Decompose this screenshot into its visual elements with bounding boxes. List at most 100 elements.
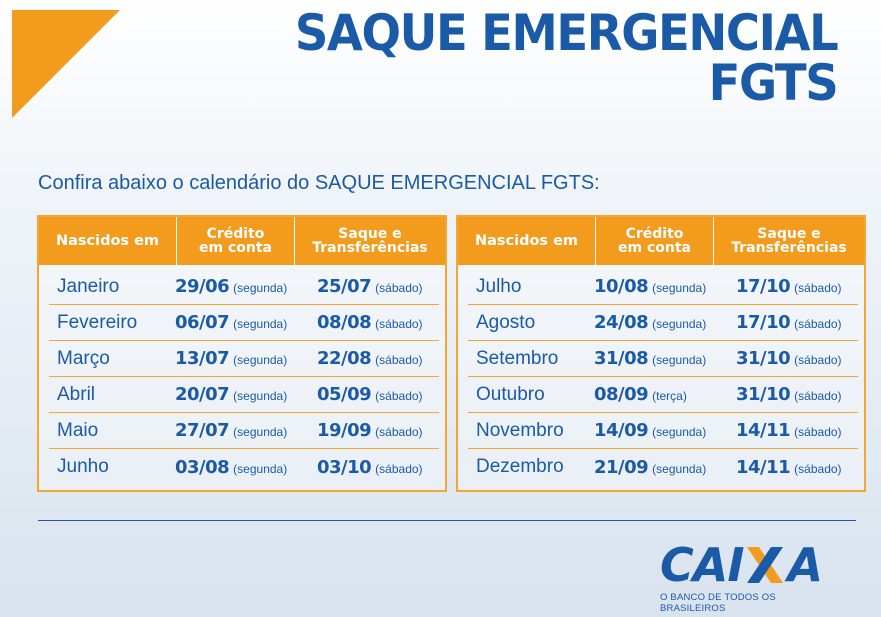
withdraw-weekday: (sábado) [375, 425, 423, 439]
table-body: Julho 10/08 (segunda) 17/10 (sábado) Agosto 24… [458, 265, 864, 485]
month-label: Outubro [476, 383, 545, 405]
page-title: SAQUE EMERGENCIAL FGTS [294, 4, 838, 108]
table-row: Março 13/07 (segunda) 22/08 (sábado) [49, 341, 439, 377]
withdraw-date: 31/10 [736, 384, 791, 405]
credit-cell: 14/09 (segunda) [594, 420, 736, 441]
credit-cell: 20/07 (segunda) [175, 384, 317, 405]
credit-weekday: (segunda) [233, 281, 288, 295]
withdraw-date: 19/09 [317, 420, 372, 441]
credit-date: 03/08 [175, 456, 230, 478]
table-header: Nascidos em Crédito em conta Saque e Tra… [458, 217, 864, 265]
subtitle: Confira abaixo o calendário do SAQUE EME… [38, 172, 600, 194]
withdraw-cell: 03/10 (sábado) [317, 457, 439, 478]
table-row: Janeiro 29/06 (segunda) 25/07 (sábado) [49, 269, 439, 305]
withdraw-weekday: (sábado) [375, 389, 423, 403]
credit-cell: 31/08 (segunda) [594, 348, 736, 369]
withdraw-cell: 17/10 (sábado) [736, 276, 858, 297]
credit-date: 24/08 [594, 312, 649, 333]
withdraw-date: 14/11 [736, 456, 791, 478]
withdraw-weekday: (sábado) [794, 389, 842, 403]
header-credit: Crédito em conta [177, 217, 295, 265]
credit-weekday: (segunda) [233, 317, 288, 331]
withdraw-cell: 14/11 (sábado) [736, 420, 858, 441]
withdraw-weekday: (sábado) [375, 317, 423, 331]
credit-date: 31/08 [594, 348, 649, 369]
credit-cell: 13/07 (segunda) [175, 348, 317, 369]
credit-cell: 21/09 (segunda) [594, 457, 736, 478]
credit-weekday: (segunda) [652, 353, 707, 367]
withdraw-cell: 14/11 (sábado) [736, 457, 858, 478]
credit-cell: 29/06 (segunda) [175, 276, 317, 297]
x-mark-icon [743, 545, 787, 585]
credit-weekday: (segunda) [233, 353, 288, 367]
month-label: Janeiro [57, 275, 120, 297]
withdraw-date: 17/10 [736, 312, 791, 333]
credit-cell: 24/08 (segunda) [594, 312, 736, 333]
table-row: Novembro 14/09 (segunda) 14/11 (sábado) [468, 413, 858, 449]
table-row: Setembro 31/08 (segunda) 31/10 (sábado) [468, 341, 858, 377]
logo-tagline: O BANCO DE TODOS OS BRASILEIROS [660, 592, 776, 614]
table-body: Janeiro 29/06 (segunda) 25/07 (sábado) Fevere… [39, 265, 445, 485]
withdraw-cell: 31/10 (sábado) [736, 384, 858, 405]
table-row: Agosto 24/08 (segunda) 17/10 (sábado) [468, 305, 858, 341]
credit-cell: 10/08 (segunda) [594, 276, 736, 297]
withdraw-cell: 31/10 (sábado) [736, 348, 858, 369]
credit-date: 08/09 [594, 384, 649, 405]
withdraw-cell: 22/08 (sábado) [317, 348, 439, 369]
withdraw-date: 22/08 [317, 348, 372, 369]
header-withdraw: Saque e Transferências [731, 226, 847, 256]
credit-weekday: (segunda) [233, 461, 288, 476]
credit-weekday: (segunda) [233, 389, 288, 403]
month-label: Julho [476, 275, 522, 297]
table-row: Junho 03/08 (segunda) 03/10 (sábado) [49, 449, 439, 485]
calendar-table-left: Nascidos em Crédito em conta Saque e Tra… [37, 215, 447, 492]
table-row: Abril 20/07 (segunda) 05/09 (sábado) [49, 377, 439, 413]
withdraw-cell: 25/07 (sábado) [317, 276, 439, 297]
caixa-logo: CAI A O BANCO DE TODOS OS BRASILEIROS [660, 540, 840, 614]
withdraw-date: 14/11 [736, 420, 791, 441]
calendar-table-right: Nascidos em Crédito em conta Saque e Tra… [456, 215, 866, 492]
month-label: Maio [57, 419, 99, 441]
header-born: Nascidos em [39, 217, 177, 265]
credit-date: 27/07 [175, 420, 230, 441]
orange-corner-triangle [12, 10, 120, 118]
credit-cell: 03/08 (segunda) [175, 457, 317, 478]
month-label: Março [57, 347, 110, 369]
table-row: Maio 27/07 (segunda) 19/09 (sábado) [49, 413, 439, 449]
title-line-1: SAQUE EMERGENCIAL [294, 4, 838, 62]
withdraw-weekday: (sábado) [375, 281, 423, 295]
header-born: Nascidos em [458, 217, 596, 265]
month-label: Abril [57, 383, 96, 405]
withdraw-date: 03/10 [317, 456, 372, 478]
credit-weekday: (segunda) [233, 425, 288, 439]
withdraw-weekday: (sábado) [794, 461, 842, 476]
month-label: Junho [57, 456, 109, 477]
withdraw-date: 25/07 [317, 276, 372, 297]
table-row: Julho 10/08 (segunda) 17/10 (sábado) [468, 269, 858, 305]
withdraw-cell: 05/09 (sábado) [317, 384, 439, 405]
credit-weekday: (segunda) [652, 425, 707, 439]
withdraw-weekday: (sábado) [794, 425, 842, 439]
credit-weekday: (terça) [652, 389, 687, 403]
withdraw-weekday: (sábado) [794, 353, 842, 367]
table-header: Nascidos em Crédito em conta Saque e Tra… [39, 217, 445, 265]
withdraw-cell: 08/08 (sábado) [317, 312, 439, 333]
withdraw-weekday: (sábado) [794, 281, 842, 295]
credit-date: 06/07 [175, 312, 230, 333]
withdraw-weekday: (sábado) [375, 461, 423, 476]
credit-date: 13/07 [175, 348, 230, 369]
withdraw-cell: 19/09 (sábado) [317, 420, 439, 441]
table-row: Dezembro 21/09 (segunda) 14/11 (sábado) [468, 449, 858, 485]
table-row: Outubro 08/09 (terça) 31/10 (sábado) [468, 377, 858, 413]
withdraw-date: 31/10 [736, 348, 791, 369]
credit-date: 21/09 [594, 456, 649, 478]
credit-weekday: (segunda) [652, 281, 707, 295]
divider-line [38, 520, 856, 521]
month-label: Setembro [476, 347, 559, 369]
table-row: Fevereiro 06/07 (segunda) 08/08 (sábado) [49, 305, 439, 341]
header-withdraw: Saque e Transferências [312, 226, 428, 256]
logo-wordmark: CAI A [660, 538, 823, 592]
credit-weekday: (segunda) [652, 317, 707, 331]
month-label: Fevereiro [57, 311, 138, 333]
credit-cell: 08/09 (terça) [594, 384, 736, 405]
